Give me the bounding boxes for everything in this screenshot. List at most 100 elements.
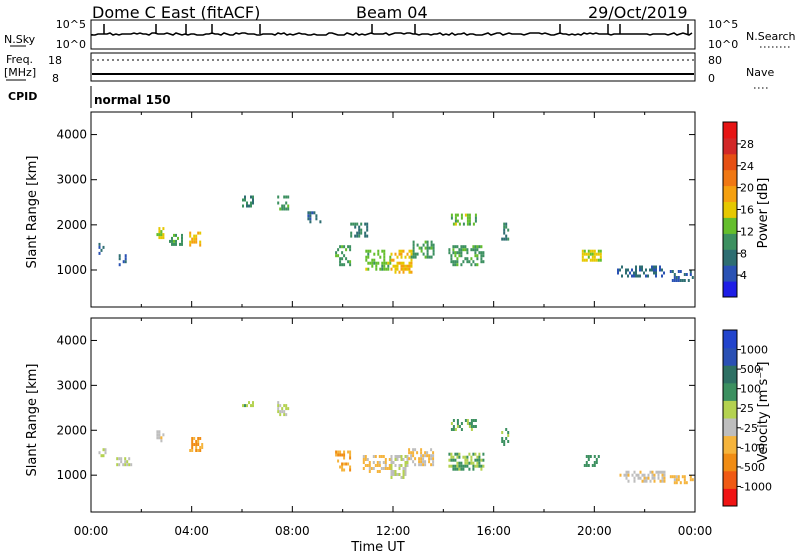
- power-cell: [593, 255, 596, 259]
- power-cell: [639, 265, 641, 269]
- power-cell: [195, 237, 198, 241]
- velocity-cell: [478, 461, 481, 465]
- power-cell: [643, 271, 645, 275]
- velocity-colorbar-label: Velocity [m s⁻¹]: [756, 362, 771, 463]
- power-cell: [641, 265, 643, 269]
- power-cell: [377, 249, 380, 253]
- power-cell: [367, 255, 370, 259]
- velocity-cell: [128, 457, 131, 461]
- power-cell: [452, 248, 455, 252]
- power-cell: [354, 222, 357, 226]
- power-cell: [410, 252, 413, 256]
- velocity-cell: [474, 425, 477, 428]
- power-colorbar-segment: [723, 249, 737, 266]
- power-cell: [181, 239, 183, 243]
- power-cell: [505, 237, 508, 241]
- power-cell: [464, 245, 467, 249]
- power-cell: [173, 242, 175, 246]
- power-cell: [482, 254, 485, 258]
- velocity-cell: [404, 467, 407, 470]
- power-cell: [673, 279, 676, 282]
- velocity-cell: [595, 461, 598, 464]
- power-cell: [197, 231, 200, 235]
- power-cell: [414, 252, 417, 256]
- velocity-cell: [285, 407, 288, 411]
- power-colorbar-segment: [723, 281, 737, 298]
- date-label: 29/Oct/2019: [588, 3, 688, 22]
- power-cell: [478, 245, 481, 249]
- power-cell: [458, 222, 461, 226]
- power-cell: [307, 211, 310, 215]
- velocity-cell: [420, 457, 423, 461]
- velocity-colorbar-tick-label: -100: [740, 441, 765, 454]
- velocity-panel: 1000 2000 3000 4000: [56, 317, 696, 513]
- velocity-cell: [337, 459, 340, 463]
- velocity-cell: [410, 457, 413, 461]
- power-cell: [279, 207, 282, 211]
- power-cell: [375, 264, 378, 268]
- power-cell: [482, 260, 485, 264]
- power-patch: [335, 245, 352, 267]
- velocity-cell: [199, 446, 202, 449]
- power-cell: [655, 268, 657, 272]
- power-cell: [507, 237, 510, 241]
- velocity-cell: [647, 473, 650, 477]
- power-cell: [476, 257, 479, 261]
- velocity-cell: [384, 467, 387, 470]
- velocity-cell: [505, 428, 508, 431]
- power-cell: [383, 258, 386, 262]
- power-cell: [283, 195, 286, 199]
- power-cell: [356, 231, 359, 235]
- power-cell: [181, 233, 183, 237]
- power-cell: [277, 195, 280, 199]
- velocity-cell: [124, 457, 127, 461]
- velocity-cell: [422, 454, 425, 458]
- power-colorbar: 4 8 12 16 20 24 28: [722, 121, 754, 298]
- velocity-cell: [390, 473, 393, 476]
- velocity-cell: [643, 479, 646, 483]
- power-cell: [394, 264, 397, 268]
- velocity-cell: [376, 461, 379, 464]
- velocity-cell: [124, 463, 127, 467]
- power-patch: [365, 249, 392, 271]
- power-cell: [645, 268, 647, 272]
- velocity-cell: [197, 443, 200, 446]
- velocity-cell: [454, 452, 457, 456]
- power-cell: [383, 255, 386, 259]
- power-cell: [476, 248, 479, 252]
- velocity-patch: [390, 455, 409, 479]
- power-cell: [505, 222, 508, 226]
- power-cell: [581, 255, 584, 259]
- power-cell: [412, 252, 415, 256]
- velocity-cell: [651, 470, 654, 474]
- velocity-cell: [412, 454, 415, 458]
- power-cell: [400, 255, 403, 259]
- power-cell: [599, 255, 602, 259]
- power-patch: [450, 213, 477, 226]
- power-patch: [189, 231, 202, 247]
- velocity-cell: [633, 479, 636, 483]
- velocity-cell: [380, 455, 383, 458]
- velocity-cell: [362, 461, 365, 464]
- power-cell: [339, 245, 342, 249]
- velocity-cell: [657, 473, 660, 477]
- power-cell: [98, 242, 101, 246]
- velocity-patch: [669, 475, 694, 485]
- velocity-cell: [669, 475, 672, 479]
- velocity-cell: [408, 448, 411, 452]
- velocity-cell: [244, 404, 246, 408]
- power-cell: [653, 265, 655, 269]
- power-cell: [460, 213, 463, 217]
- velocity-cell: [464, 461, 467, 465]
- power-cell: [472, 222, 475, 226]
- power-cell: [250, 195, 252, 199]
- power-cell: [474, 248, 477, 252]
- velocity-cell: [476, 464, 479, 468]
- velocity-cell: [189, 449, 192, 452]
- nave-tick-top: 80: [708, 54, 722, 67]
- velocity-cell: [657, 470, 660, 474]
- velocity-cell: [248, 401, 250, 405]
- power-cell: [193, 240, 196, 244]
- velocity-cell: [104, 451, 107, 455]
- power-colorbar-segment: [723, 217, 737, 234]
